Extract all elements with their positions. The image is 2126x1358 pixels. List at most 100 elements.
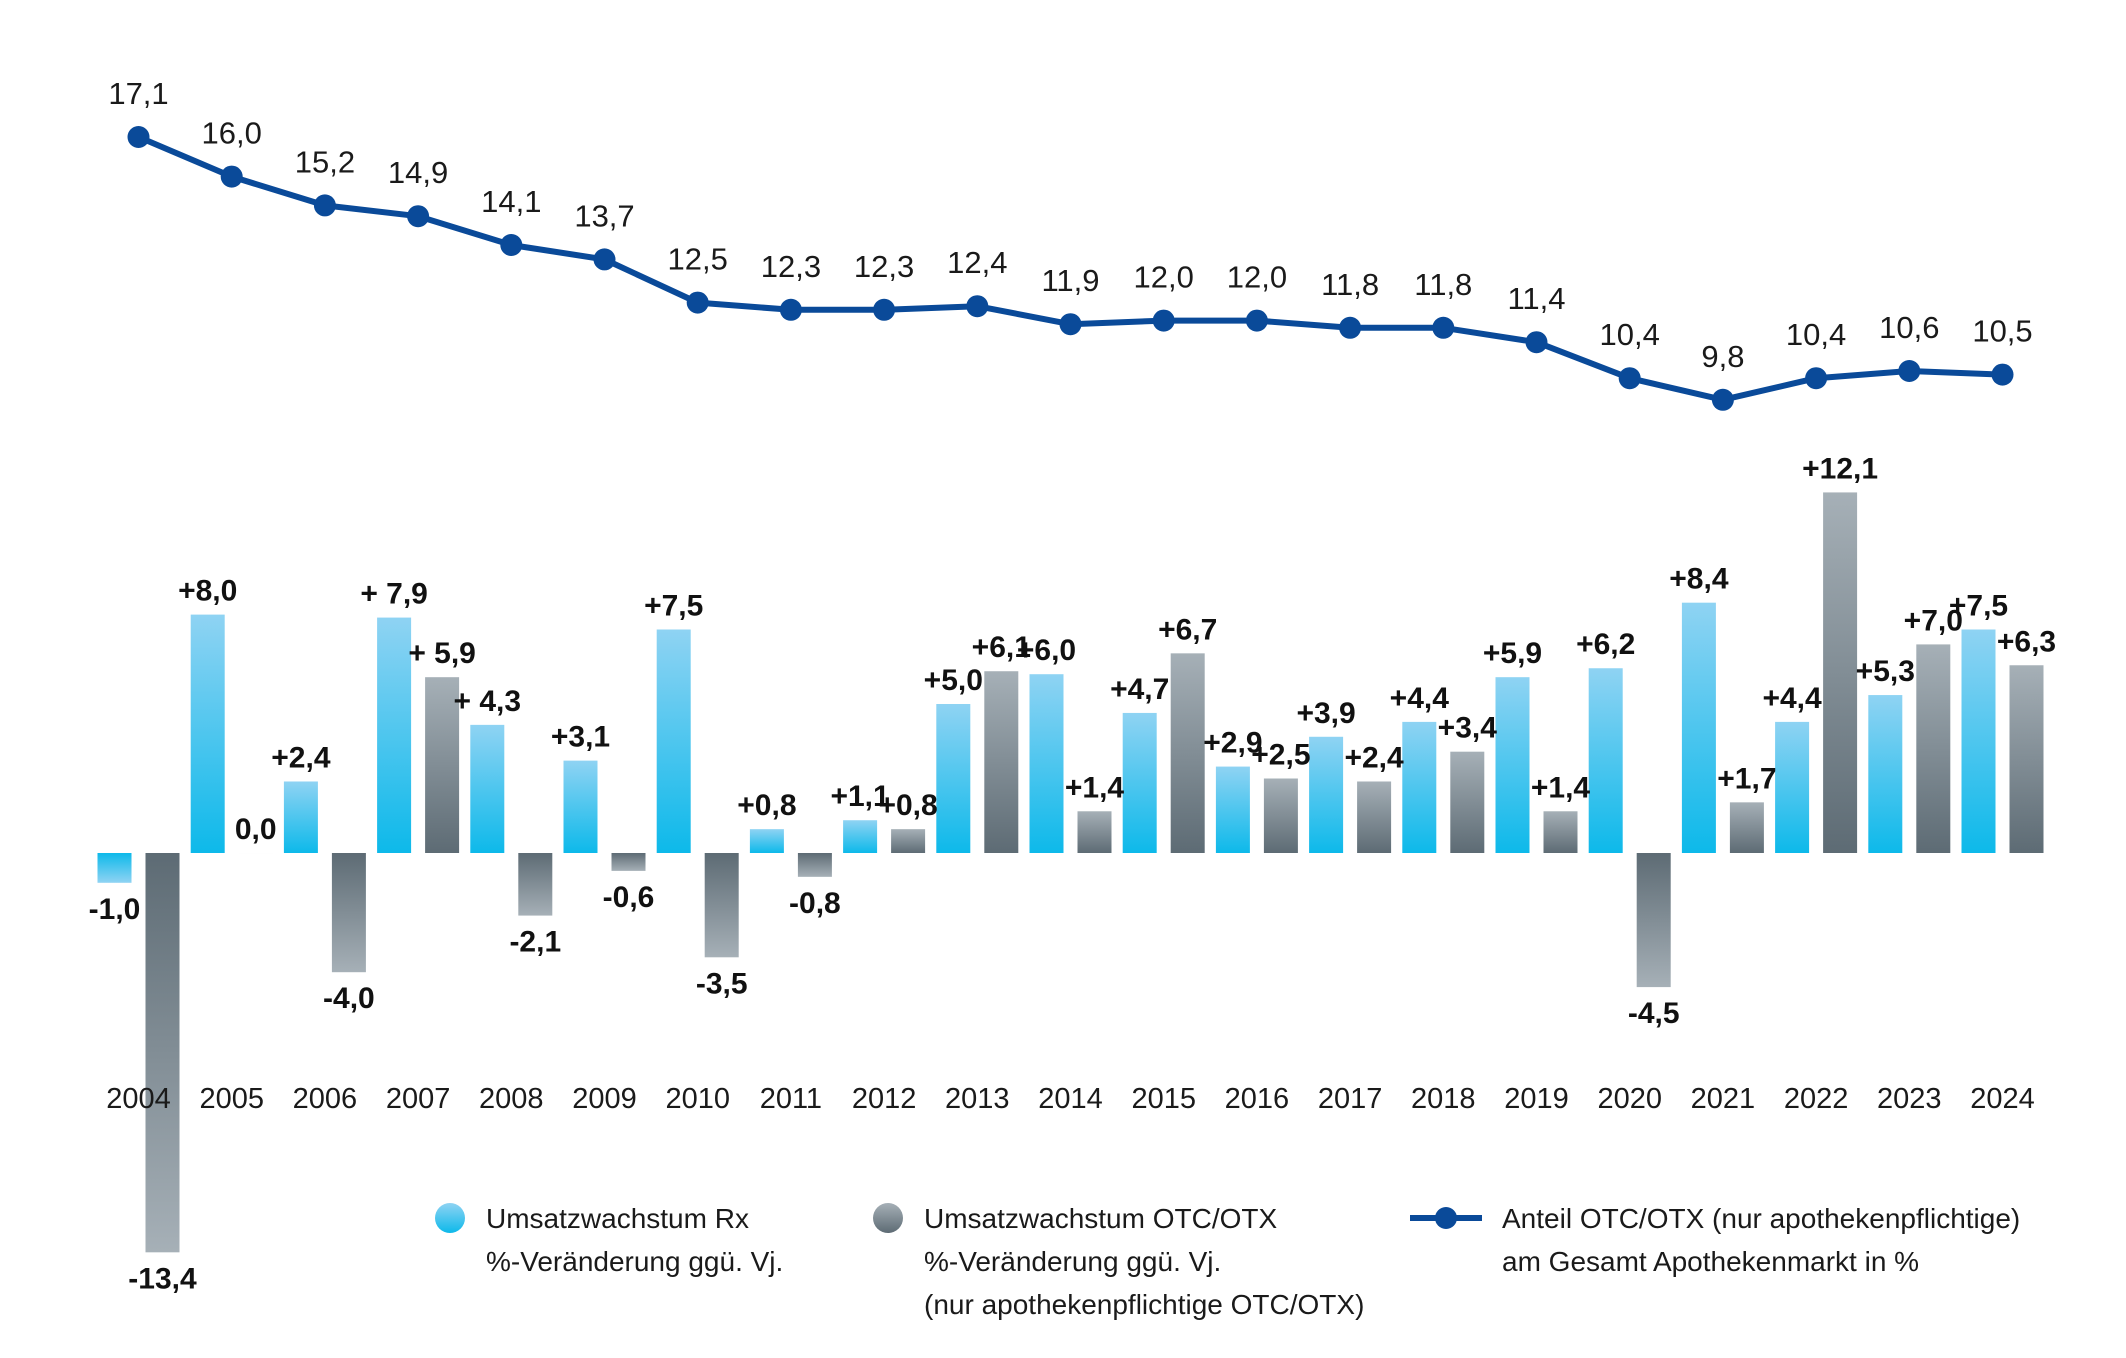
rx-bar-2015 — [1122, 712, 1157, 853]
legend-text: Umsatzwachstum Rx — [486, 1203, 749, 1234]
light-blue-dot-icon — [435, 1203, 465, 1233]
share-value-label: 11,8 — [1321, 267, 1379, 302]
otc-value-label: +3,4 — [1438, 712, 1498, 745]
rx-value-label: +0,8 — [737, 789, 796, 822]
rx-bar-2004 — [97, 853, 132, 883]
rx-bar-2012 — [843, 820, 878, 853]
share-point-2015 — [1152, 309, 1175, 332]
share-value-label: 12,5 — [668, 242, 728, 277]
otc-bar-2023 — [1916, 644, 1951, 853]
rx-bar-2011 — [749, 829, 784, 853]
rx-value-label: -1,0 — [89, 893, 141, 926]
share-value-label: 10,6 — [1879, 310, 1939, 345]
legend-text: %-Veränderung ggü. Vj. — [924, 1246, 1221, 1277]
x-axis-ticks: 2004 2005 2006 2007 2008 2009 2010 2011 2012 2013… — [106, 1083, 2035, 1115]
share-value-label: 11,4 — [1507, 281, 1565, 316]
x-tick-label: 2007 — [386, 1083, 451, 1115]
otc-value-label: + 5,9 — [408, 637, 476, 670]
rx-value-label: + 4,3 — [454, 685, 522, 718]
x-tick-label: 2013 — [945, 1083, 1010, 1115]
share-value-label: 11,8 — [1414, 267, 1472, 302]
otc-value-label: -0,6 — [603, 881, 655, 914]
share-point-2018 — [1432, 316, 1455, 339]
x-tick-label: 2023 — [1877, 1083, 1942, 1115]
otc-bar-2015 — [1170, 653, 1205, 853]
otc-bar-2012 — [891, 829, 926, 853]
legend-text: Anteil OTC/OTX (nur apothekenpflichtige) — [1502, 1203, 2020, 1234]
share-point-2008 — [500, 234, 523, 256]
otc-bar-2022 — [1823, 492, 1858, 853]
rx-bar-2010 — [656, 629, 691, 853]
rx-bar-2009 — [563, 760, 598, 853]
otc-value-label: 0,0 — [235, 813, 277, 846]
share-point-2017 — [1339, 316, 1362, 339]
x-tick-label: 2010 — [665, 1083, 730, 1115]
share-value-label: 12,3 — [854, 249, 914, 284]
legend-text: (nur apothekenpflichtige OTC/OTX) — [924, 1289, 1364, 1320]
otc-bar-2011 — [797, 853, 832, 877]
rx-bar-2023 — [1868, 695, 1903, 853]
rx-bar-2014 — [1029, 674, 1064, 853]
share-point-2009 — [593, 248, 616, 271]
rx-value-label: +5,0 — [924, 664, 983, 697]
rx-bar-2020 — [1588, 668, 1623, 853]
rx-value-label: +4,4 — [1390, 682, 1450, 715]
legend-item-rx: Umsatzwachstum Rx %-Veränderung ggü. Vj. — [435, 1203, 783, 1277]
rx-value-label: +3,9 — [1296, 697, 1355, 730]
rx-bar-2019 — [1495, 677, 1530, 853]
share-point-2006 — [313, 194, 336, 217]
otc-bar-2013 — [984, 671, 1019, 853]
otc-bar-2008 — [518, 853, 553, 916]
otc-bar-2017 — [1357, 781, 1392, 853]
share-value-label: 10,4 — [1600, 317, 1660, 352]
otc-value-label: +2,5 — [1251, 739, 1310, 772]
rx-value-label: +4,7 — [1110, 673, 1169, 706]
share-value-label: 10,5 — [1972, 314, 2032, 349]
legend-text: %-Veränderung ggü. Vj. — [486, 1246, 783, 1277]
bars-layer — [97, 492, 2044, 1253]
otc-bar-2019 — [1543, 811, 1578, 853]
line-marker-dot — [1435, 1207, 1457, 1229]
rx-bar-2008 — [470, 724, 505, 853]
otc-value-label: -0,8 — [789, 887, 841, 920]
share-point-2013 — [966, 295, 989, 318]
share-point-2012 — [873, 298, 896, 321]
rx-value-label: +5,3 — [1856, 655, 1915, 688]
otc-bar-2021 — [1729, 802, 1764, 853]
x-tick-label: 2019 — [1504, 1083, 1569, 1115]
otc-bar-2014 — [1077, 811, 1112, 853]
share-point-2016 — [1245, 309, 1268, 332]
share-point-2011 — [779, 298, 802, 321]
otc-value-label: -2,1 — [509, 926, 561, 959]
rx-value-label: + 7,9 — [360, 578, 428, 611]
share-point-2007 — [407, 205, 430, 228]
otc-value-label: +7,0 — [1904, 604, 1963, 637]
rx-value-label: +7,5 — [1949, 590, 2008, 623]
otc-value-label: +1,4 — [1065, 771, 1125, 804]
otc-value-label: +1,7 — [1717, 762, 1776, 795]
share-value-label: 9,8 — [1701, 339, 1744, 374]
rx-bar-2017 — [1309, 736, 1344, 853]
otc-value-label: +6,3 — [1997, 625, 2056, 658]
x-tick-label: 2009 — [572, 1083, 637, 1115]
rx-bar-2021 — [1681, 602, 1716, 853]
rx-bar-2006 — [283, 781, 318, 853]
share-point-2022 — [1805, 367, 1828, 390]
otc-bar-2004 — [145, 853, 180, 1253]
x-tick-label: 2021 — [1691, 1083, 1756, 1115]
share-point-2021 — [1711, 388, 1734, 411]
rx-value-label: +3,1 — [551, 721, 610, 754]
share-point-2024 — [1991, 363, 2014, 386]
x-tick-label: 2018 — [1411, 1083, 1476, 1115]
share-value-label: 14,1 — [481, 184, 541, 219]
x-tick-label: 2024 — [1970, 1083, 2035, 1115]
rx-value-label: +6,2 — [1576, 628, 1635, 661]
share-value-label: 15,2 — [295, 144, 355, 179]
share-value-label: 17,1 — [108, 76, 168, 111]
rx-bar-2013 — [936, 704, 971, 853]
otc-bar-2007 — [425, 677, 460, 853]
otc-bar-2010 — [704, 853, 739, 958]
otc-bar-2016 — [1263, 778, 1298, 853]
share-point-2020 — [1618, 367, 1641, 390]
otc-value-label: -3,5 — [696, 967, 748, 1000]
